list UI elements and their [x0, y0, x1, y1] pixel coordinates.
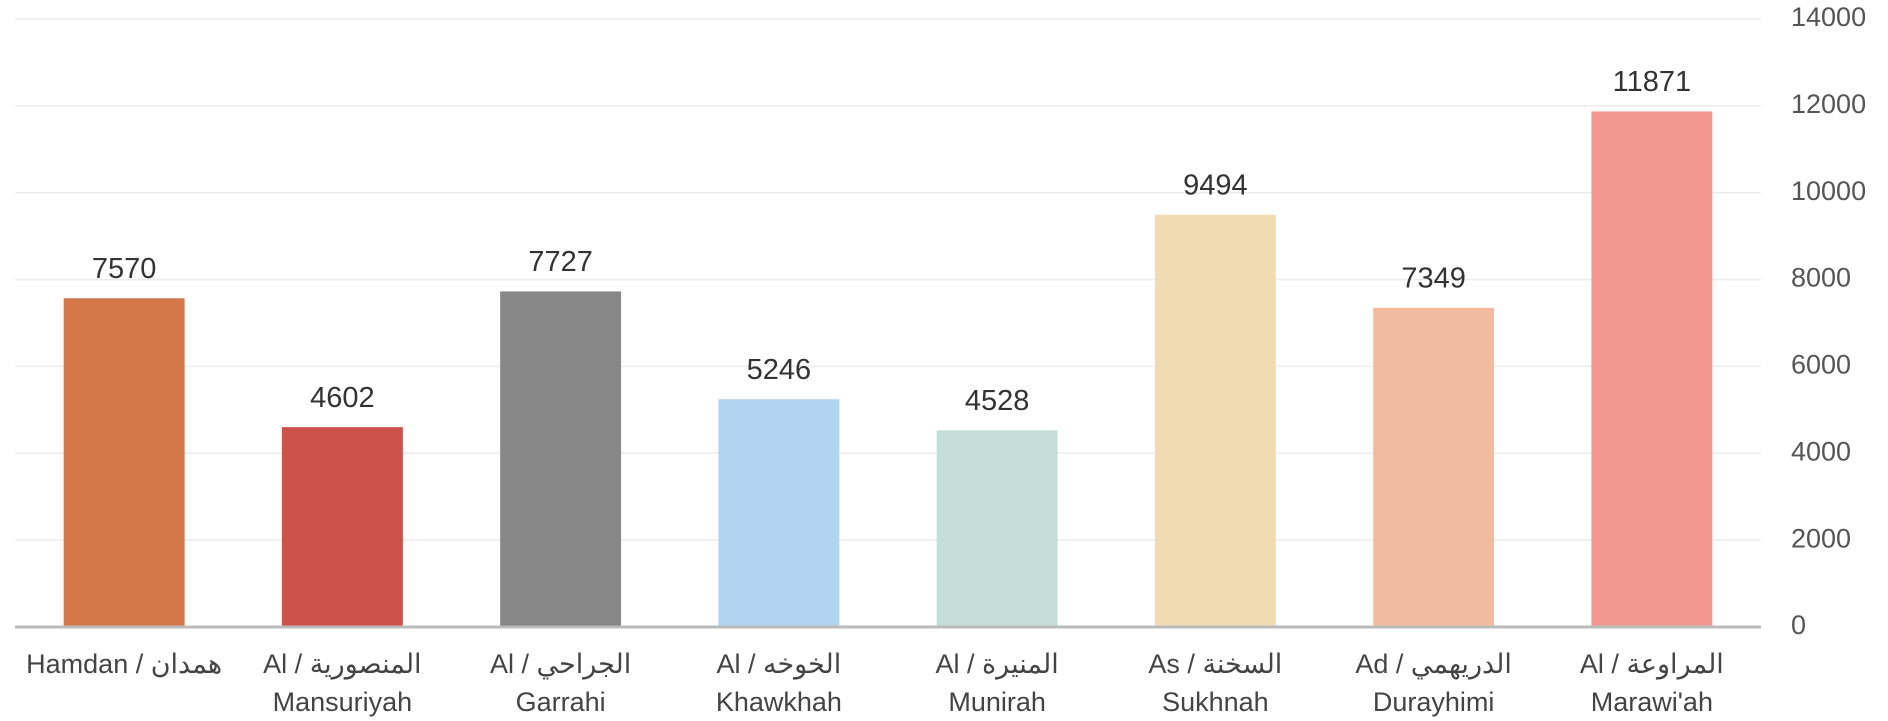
x-tick-label: Al / المراوعة	[1580, 649, 1724, 680]
bar	[281, 427, 403, 627]
x-tick-label: As / السخنة	[1148, 649, 1282, 679]
y-tick-label: 6000	[1791, 350, 1851, 380]
x-tick-label: Khawkhah	[716, 687, 842, 717]
y-tick-label: 8000	[1791, 263, 1851, 293]
value-label: 4528	[965, 385, 1030, 417]
x-tick-label: Al / المنصورية	[263, 649, 421, 680]
value-label: 7349	[1401, 262, 1466, 294]
bar	[1154, 214, 1276, 627]
x-tick-label: Munirah	[948, 687, 1046, 717]
bar	[500, 291, 622, 627]
y-tick-label: 4000	[1791, 436, 1851, 466]
value-label: 7727	[528, 246, 593, 278]
value-label: 9494	[1183, 169, 1248, 201]
bar	[63, 298, 185, 627]
y-tick-label: 10000	[1791, 176, 1866, 206]
value-label: 4602	[310, 382, 375, 414]
x-tick-label: Durayhimi	[1373, 687, 1495, 717]
y-tick-label: 0	[1791, 610, 1806, 640]
bar	[936, 430, 1058, 627]
x-tick-label: Al / الجراحي	[490, 649, 631, 680]
value-label: 11871	[1613, 66, 1692, 98]
value-label: 5246	[747, 354, 812, 386]
x-tick-label: Al / المنيرة	[936, 649, 1059, 680]
bar	[718, 399, 840, 627]
y-tick-label: 12000	[1791, 89, 1866, 119]
x-tick-label: Mansuriyah	[273, 687, 413, 717]
x-tick-label: Marawi'ah	[1591, 687, 1713, 717]
x-tick-label: Al / الخوخه	[716, 649, 841, 680]
bar	[1591, 111, 1713, 628]
x-tick-label: Ad / الدريهمي	[1355, 649, 1512, 680]
y-tick-label: 14000	[1791, 2, 1866, 32]
bar	[1373, 307, 1495, 627]
x-tick-label: Sukhnah	[1162, 687, 1269, 717]
x-tick-label: Hamdan / همدان	[26, 649, 222, 679]
value-label: 7570	[92, 253, 157, 285]
y-tick-label: 2000	[1791, 523, 1851, 553]
x-tick-label: Garrahi	[516, 687, 606, 717]
